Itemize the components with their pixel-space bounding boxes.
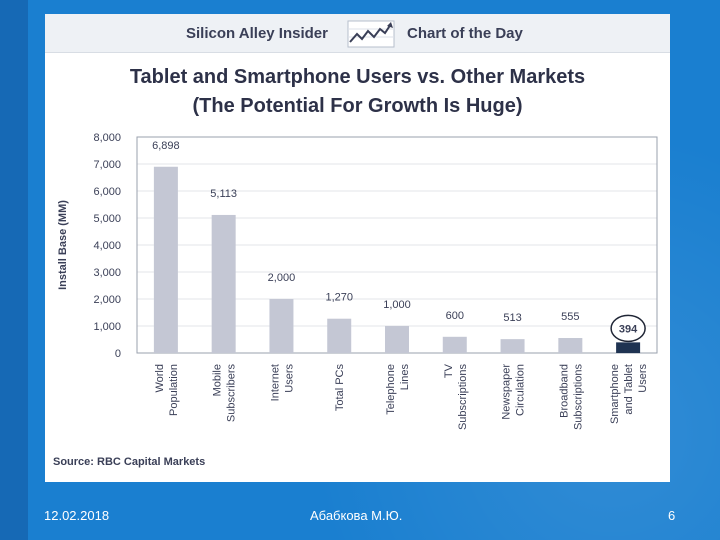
x-tick-label: Smartphone and Tablet Users	[609, 364, 649, 424]
x-tick-label: Telephone Lines	[385, 364, 411, 415]
y-axis-label: Install Base (MM)	[57, 200, 69, 290]
data-label: 600	[446, 310, 464, 322]
y-tick-label: 3,000	[93, 267, 121, 279]
bar	[385, 326, 409, 353]
y-tick-label: 5,000	[93, 213, 121, 225]
footer-author: Абабкова М.Ю.	[310, 508, 403, 523]
highlight-circle	[610, 314, 646, 343]
y-tick-label: 8,000	[93, 132, 121, 144]
data-label: 513	[503, 312, 521, 324]
bar	[500, 339, 525, 353]
y-tick-label: 2,000	[93, 294, 121, 306]
bar-chart: 0 1,000 2,000 3,000 4,000 5,000 6,000 7,000 8,00…	[57, 132, 658, 431]
data-label: 2,000	[268, 272, 296, 284]
banner-publisher: Silicon Alley Insider	[186, 25, 328, 42]
bar	[558, 338, 583, 353]
chart-subtitle: (The Potential For Growth Is Huge)	[192, 95, 523, 117]
left-stripe	[0, 0, 28, 540]
x-tick-label: Mobile Subscribers	[212, 364, 238, 423]
y-tick-label: 6,000	[93, 186, 121, 198]
x-tick-label: Broadband Subscriptions	[558, 364, 584, 431]
banner: Silicon Alley Insider Chart of the Day	[45, 14, 670, 53]
x-tick-label: World Population	[154, 364, 180, 416]
y-tick-label: 0	[115, 348, 121, 360]
y-tick-label: 7,000	[93, 159, 121, 171]
data-label: 1,270	[325, 292, 353, 304]
x-tick-label: Total PCs	[334, 364, 346, 412]
data-label: 5,113	[210, 188, 237, 200]
data-label: 6,898	[152, 140, 180, 152]
bar	[269, 299, 294, 353]
banner-chart-title: Chart of the Day	[407, 25, 523, 42]
x-tick-label: Internet Users	[269, 364, 295, 402]
bar	[327, 318, 352, 353]
bar	[153, 166, 178, 353]
footer-page-number: 6	[668, 508, 676, 523]
y-tick-label: 4,000	[93, 240, 121, 252]
trend-chart-icon	[347, 20, 395, 48]
data-label: 1,000	[383, 299, 411, 311]
bar	[211, 214, 236, 353]
chart-card: Silicon Alley Insider Chart of the Day T…	[45, 14, 670, 482]
chart-source: Source: RBC Capital Markets	[53, 456, 206, 468]
x-tick-label: Newspaper Circulation	[501, 364, 527, 420]
y-tick-label: 1,000	[93, 321, 121, 333]
data-label: 394	[619, 323, 638, 335]
x-tick-label: TV Subscriptions	[443, 363, 469, 430]
bar	[442, 336, 467, 353]
data-label: 555	[561, 311, 579, 323]
footer-date: 12.02.2018	[44, 508, 110, 523]
chart-title: Tablet and Smartphone Users vs. Other Ma…	[129, 66, 586, 88]
bar	[616, 342, 641, 353]
